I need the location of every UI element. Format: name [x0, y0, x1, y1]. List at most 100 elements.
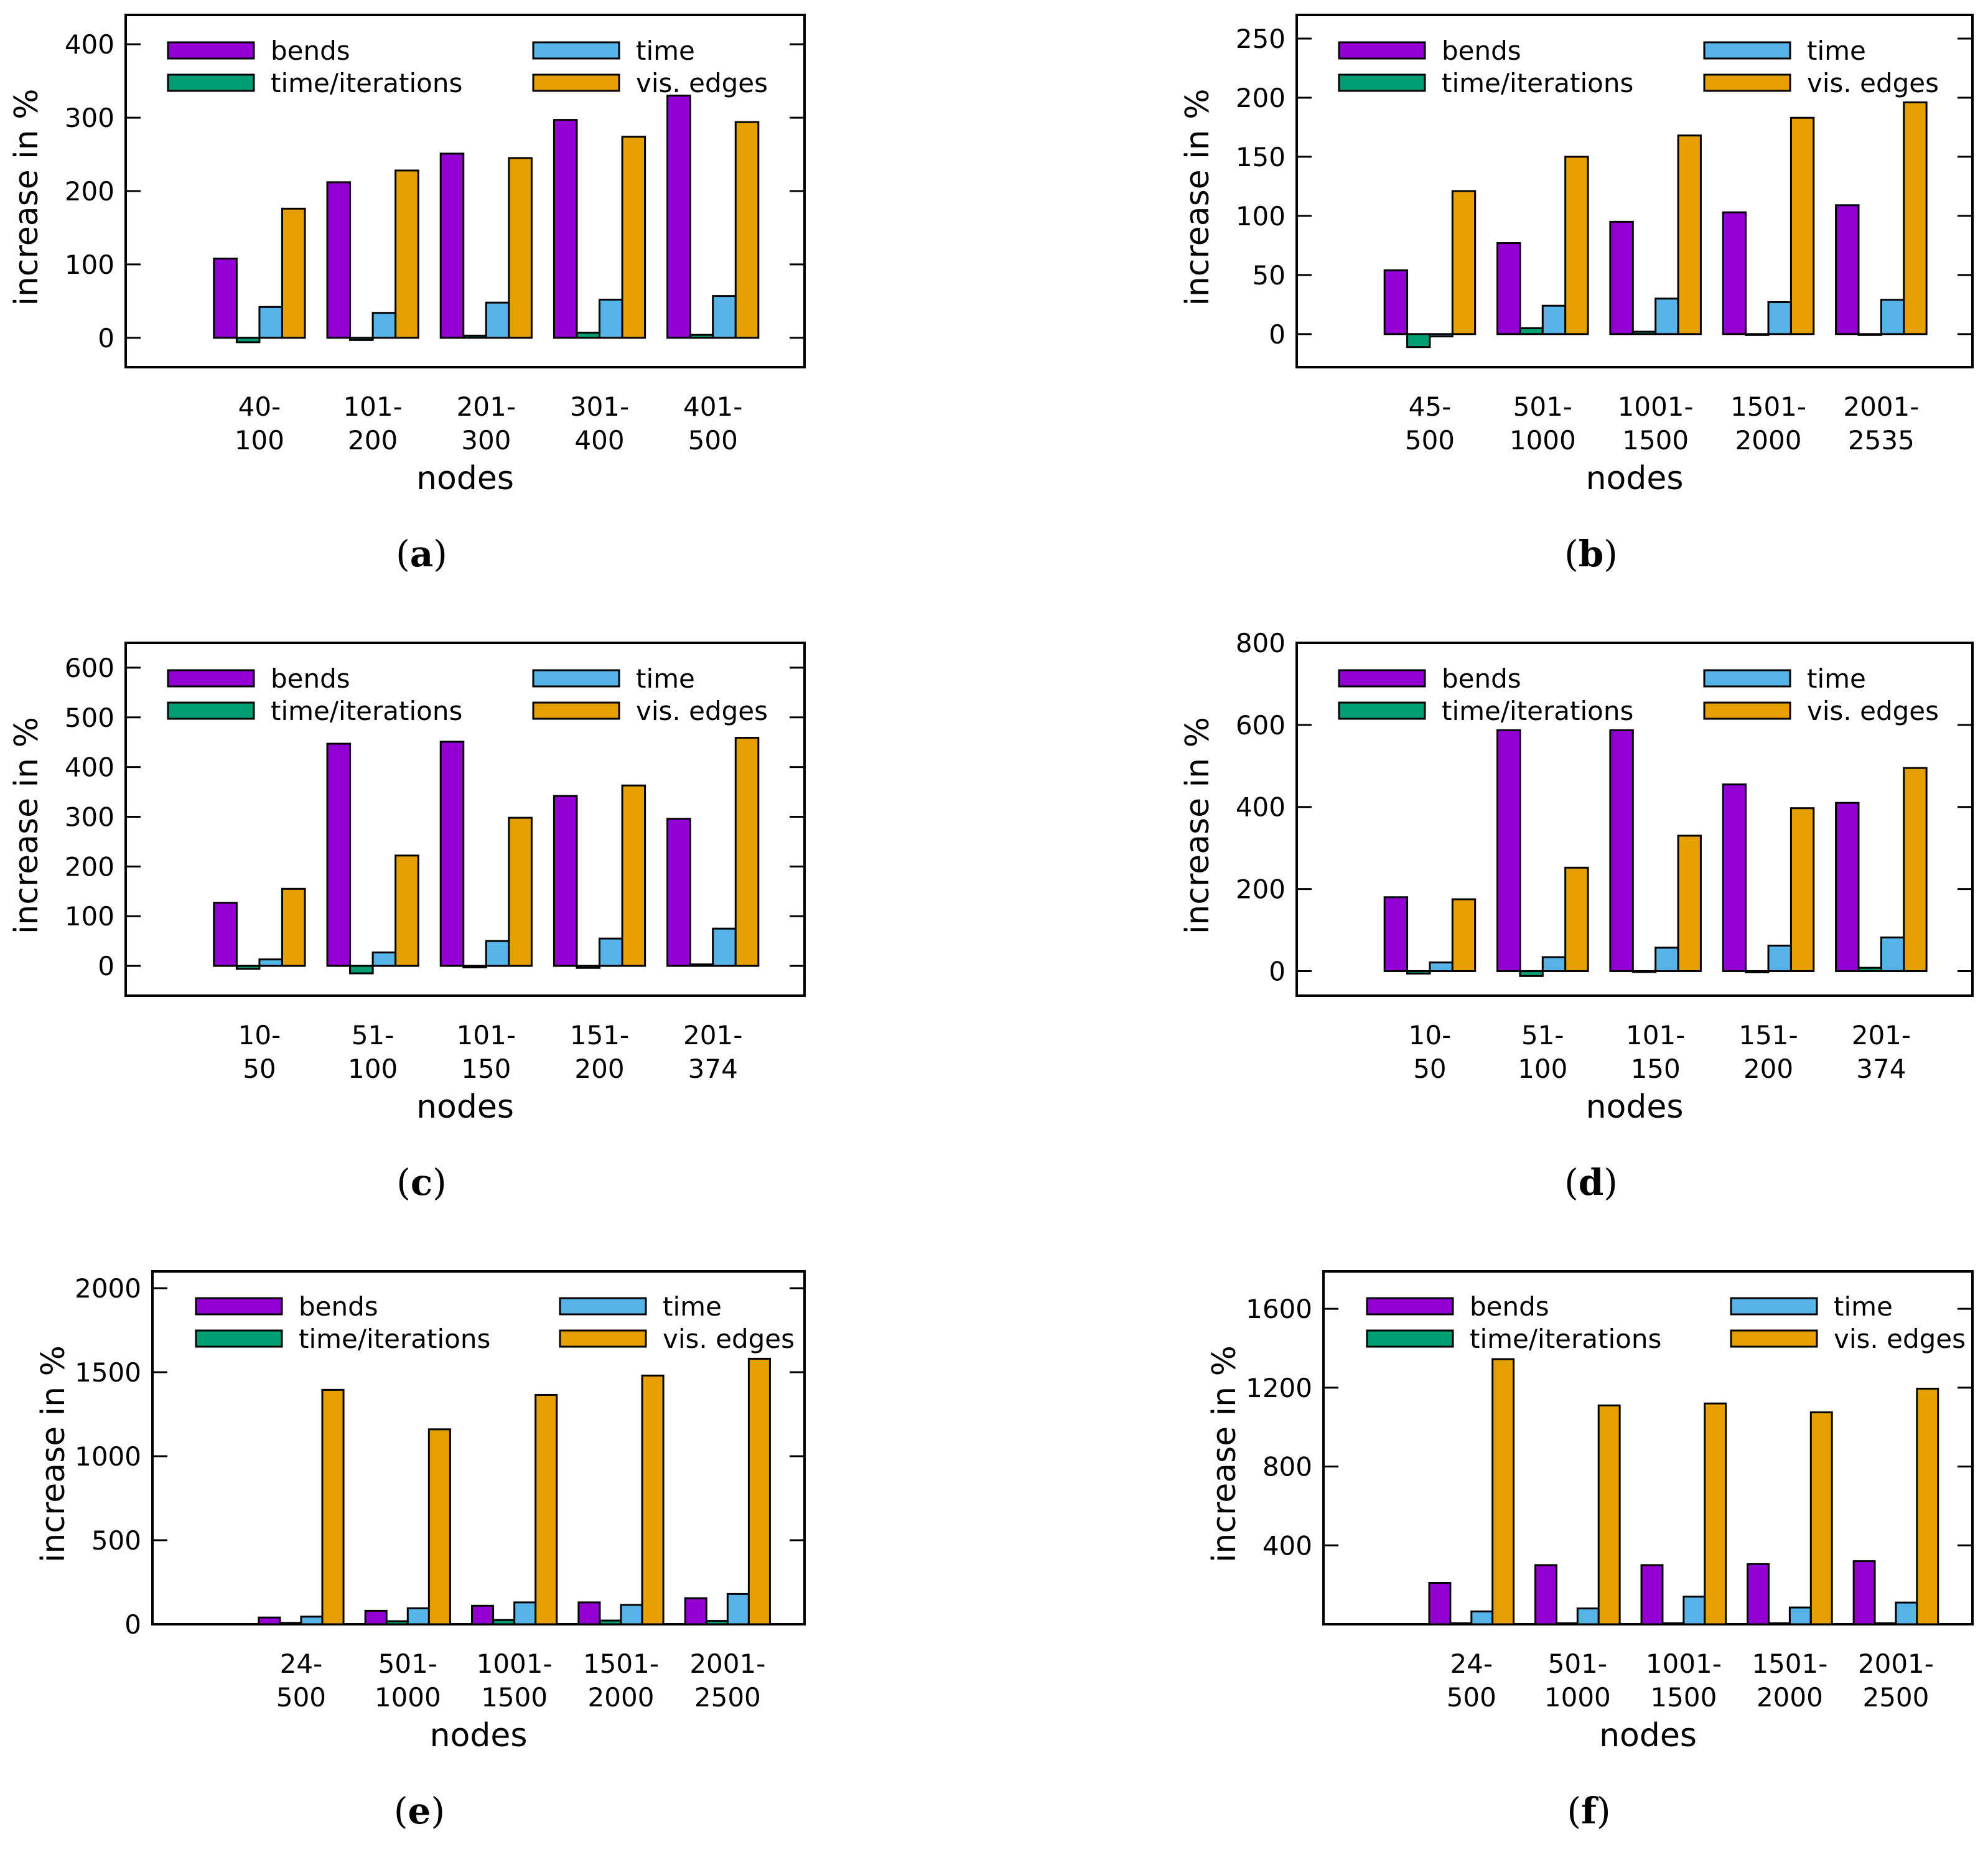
- legend-swatch-vis-edges: [532, 73, 620, 92]
- x-axis-label: nodes: [1599, 1717, 1697, 1754]
- bar-bends-1: [258, 1616, 281, 1625]
- bar-time-iterations-3: [462, 334, 487, 339]
- bar-bends-4: [1747, 1563, 1770, 1625]
- bar-vis-edges-5: [734, 121, 760, 339]
- bar-time-3: [1654, 947, 1679, 972]
- x-tick-label-line1: 10-: [238, 1020, 281, 1050]
- x-tick-label-line2: 2500: [1862, 1682, 1929, 1713]
- x-tick-label-line2: 500: [1405, 425, 1455, 456]
- x-tick-label-line1: 2001-: [1858, 1649, 1934, 1679]
- bar-time-iterations-3: [462, 965, 487, 968]
- x-tick-label-line1: 501-: [1548, 1649, 1607, 1679]
- legend-label: vis. edges: [1807, 68, 1939, 98]
- bar-vis-edges-1: [321, 1388, 345, 1625]
- x-tick-label-line2: 150: [461, 1054, 511, 1084]
- x-tick-label-line1: 101-: [343, 391, 402, 422]
- legend-swatch-time-iterations: [1366, 1329, 1454, 1348]
- bar-time-iterations-3: [1631, 330, 1657, 335]
- legend-label: time: [1807, 663, 1866, 694]
- plot-frame: [1295, 642, 1974, 997]
- y-tick-label: 400: [65, 752, 114, 783]
- legend-swatch-time: [532, 41, 620, 60]
- bar-time-3: [1682, 1596, 1706, 1625]
- legend-label: time: [636, 35, 695, 66]
- bar-bends-3: [471, 1604, 495, 1625]
- bar-bends-3: [439, 741, 465, 967]
- x-tick-label-line2: 100: [348, 1054, 398, 1084]
- y-tick-label: 400: [1236, 792, 1286, 823]
- legend-swatch-time: [1703, 41, 1791, 60]
- y-tick-label: 200: [65, 851, 114, 882]
- legend-swatch-bends: [167, 41, 255, 60]
- bar-time-iterations-2: [1519, 970, 1544, 977]
- bar-vis-edges-5: [1903, 101, 1928, 335]
- bar-time-3: [1654, 297, 1679, 335]
- bar-vis-edges-2: [394, 854, 419, 967]
- bar-time-3: [485, 940, 510, 967]
- x-tick-label-line2: 150: [1631, 1054, 1681, 1084]
- legend-swatch-time: [559, 1297, 647, 1316]
- legend-label: time: [1807, 35, 1866, 66]
- x-tick-label-line1: 201-: [457, 391, 516, 422]
- bar-vis-edges-1: [1491, 1358, 1515, 1625]
- bar-bends-4: [1722, 211, 1747, 335]
- legend-swatch-vis-edges: [559, 1329, 647, 1348]
- x-tick-label-line1: 2001-: [1843, 391, 1919, 422]
- bar-bends-4: [553, 795, 578, 967]
- bar-time-3: [485, 301, 510, 339]
- bar-time-iterations-2: [349, 965, 374, 975]
- bar-vis-edges-3: [1704, 1402, 1727, 1625]
- y-axis-label: increase in %: [1179, 88, 1216, 306]
- y-tick-label: 200: [1236, 83, 1286, 113]
- legend-swatch-time: [532, 669, 620, 688]
- bar-bends-1: [213, 257, 238, 339]
- panel-caption: (a): [396, 533, 447, 575]
- bar-vis-edges-4: [1790, 116, 1815, 335]
- bar-time-1: [258, 958, 283, 967]
- bar-time-iterations-4: [1745, 333, 1770, 336]
- bar-vis-edges-4: [641, 1374, 665, 1625]
- x-tick-label-line1: 51-: [1521, 1020, 1564, 1050]
- bar-vis-edges-2: [427, 1428, 451, 1625]
- x-tick-label-line2: 500: [1447, 1682, 1496, 1713]
- y-tick-label: 1000: [75, 1441, 141, 1472]
- y-tick-label: 300: [65, 802, 114, 833]
- bar-bends-2: [1496, 242, 1521, 335]
- y-tick-label: 50: [1253, 260, 1286, 291]
- bar-bends-3: [1609, 220, 1634, 335]
- x-tick-label-line1: 301-: [570, 391, 629, 422]
- bar-vis-edges-1: [1451, 190, 1477, 335]
- x-tick-label-line2: 500: [688, 425, 738, 456]
- x-tick-label-line1: 101-: [457, 1020, 516, 1050]
- y-tick-label: 0: [98, 951, 114, 981]
- bar-bends-3: [439, 152, 465, 339]
- bar-time-iterations-4: [576, 332, 601, 339]
- bar-time-1: [258, 306, 283, 339]
- y-tick-label: 200: [1236, 874, 1286, 905]
- bar-time-iterations-1: [1449, 1622, 1473, 1625]
- legend-swatch-time: [1703, 669, 1791, 688]
- legend-swatch-bends: [1338, 41, 1426, 60]
- bar-time-2: [371, 952, 397, 967]
- x-tick-label-line2: 374: [688, 1054, 738, 1084]
- bar-bends-1: [1383, 269, 1409, 335]
- legend-swatch-vis-edges: [1703, 73, 1791, 92]
- x-tick-label-line1: 1501-: [583, 1649, 659, 1679]
- x-tick-label-line1: 1001-: [1646, 1649, 1722, 1679]
- bar-bends-2: [1496, 729, 1521, 972]
- legend-label: time/iterations: [1442, 696, 1633, 726]
- x-tick-label-line1: 201-: [1852, 1020, 1911, 1050]
- y-tick-label: 800: [1262, 1452, 1312, 1482]
- x-axis-label: nodes: [416, 460, 514, 497]
- bar-bends-1: [1383, 896, 1409, 972]
- x-tick-label-line2: 50: [243, 1054, 276, 1084]
- bar-vis-edges-4: [1809, 1411, 1833, 1625]
- x-tick-label-line1: 10-: [1409, 1020, 1452, 1050]
- y-tick-label: 0: [1269, 956, 1286, 986]
- y-tick-label: 500: [91, 1525, 141, 1556]
- x-tick-label-line2: 300: [461, 425, 511, 456]
- bar-bends-2: [364, 1609, 388, 1625]
- legend-label: time: [1834, 1291, 1893, 1322]
- bar-vis-edges-4: [1790, 807, 1815, 972]
- x-tick-label-line1: 2001-: [689, 1649, 765, 1679]
